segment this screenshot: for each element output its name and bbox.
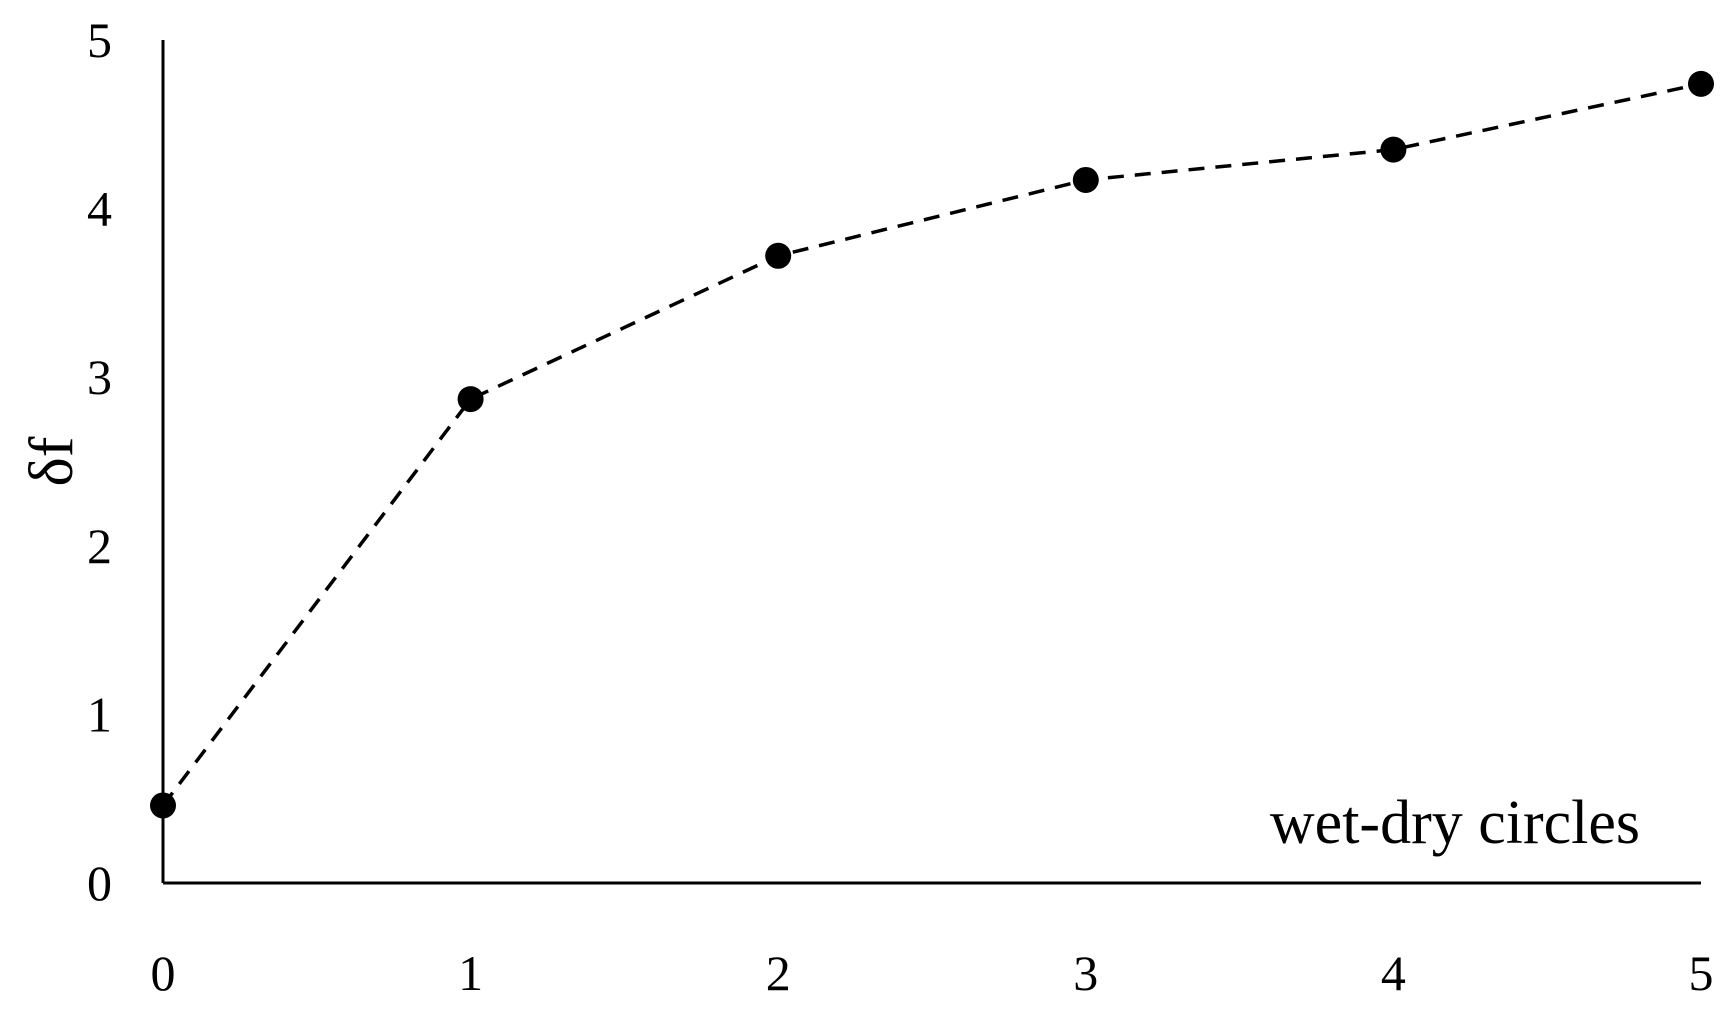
x-tick-label: 1 (458, 945, 483, 1001)
x-tick-label: 3 (1073, 945, 1098, 1001)
x-tick-labels: 0 1 2 3 4 5 (151, 945, 1714, 1001)
x-tick-label: 2 (766, 945, 791, 1001)
x-tick-label: 5 (1689, 945, 1714, 1001)
y-tick-labels: 0 1 2 3 4 5 (87, 12, 112, 911)
y-tick-label: 1 (87, 686, 112, 742)
x-axis-title: wet-dry circles (1270, 789, 1640, 857)
series-line (161, 82, 1702, 807)
y-tick-label: 4 (87, 181, 112, 237)
y-tick-label: 2 (87, 518, 112, 574)
data-point (765, 242, 792, 269)
data-point (1688, 70, 1714, 97)
x-tick-label: 4 (1381, 945, 1406, 1001)
y-tick-label: 3 (87, 349, 112, 405)
series-layer (150, 70, 1714, 819)
axes (161, 40, 1701, 885)
y-tick-label: 0 (87, 855, 112, 911)
x-tick-label: 0 (151, 945, 176, 1001)
y-axis-title: δf (18, 436, 86, 486)
y-tick-label: 5 (87, 12, 112, 68)
data-point (1072, 166, 1099, 193)
data-point (1380, 136, 1407, 163)
data-point (150, 792, 176, 819)
data-point (457, 386, 484, 413)
